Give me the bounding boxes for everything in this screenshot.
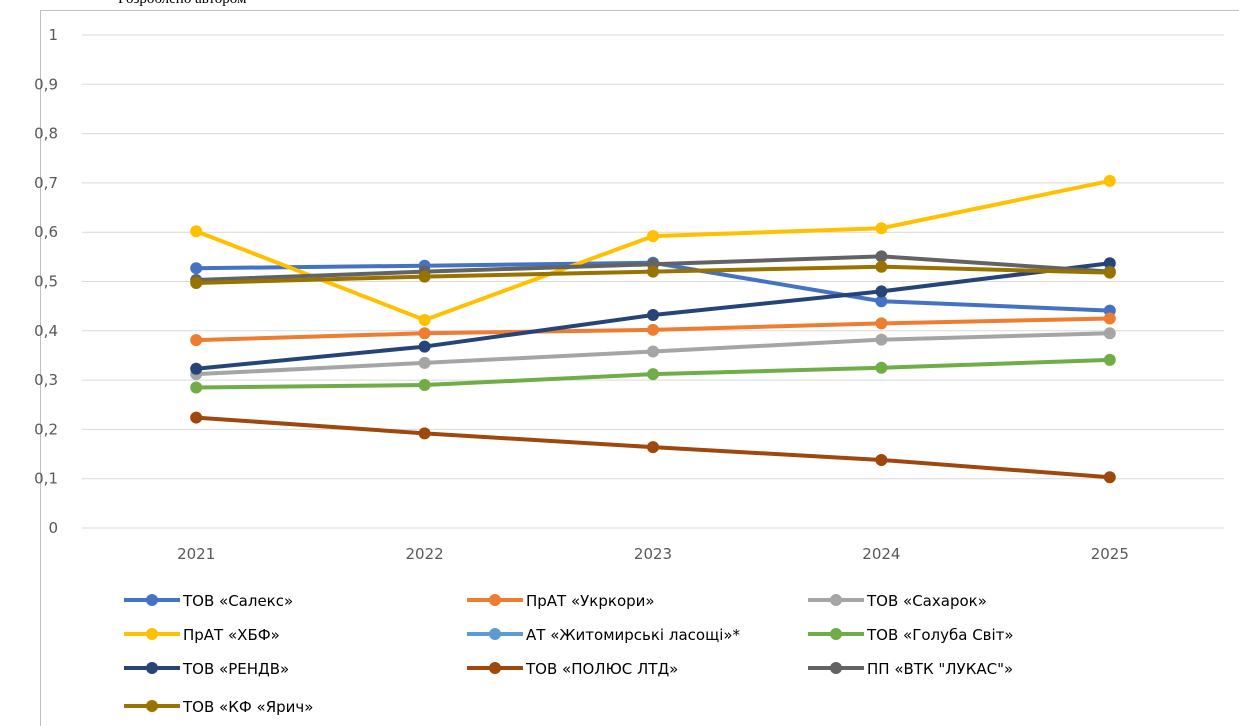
legend-swatch-marker [489, 628, 501, 640]
series-line [195, 178, 1111, 322]
legend-label: ТОВ «КФ «Ярич» [182, 698, 313, 716]
data-point [1103, 257, 1116, 270]
x-tick-label: 2025 [1091, 545, 1129, 563]
data-point [875, 260, 888, 273]
data-point [647, 265, 659, 278]
data-point [418, 313, 431, 326]
legend-label: ПП «ВТК "ЛУКАС"» [867, 660, 1013, 678]
legend-swatch-marker [830, 628, 842, 640]
y-tick-label: 0,8 [34, 125, 58, 143]
y-tick-label: 0,9 [34, 75, 58, 93]
data-point [418, 340, 431, 353]
source-caption: Розроблено автором [118, 0, 247, 8]
y-tick-label: 0,4 [34, 322, 58, 340]
legend-label: АТ «Житомирські ласощі»* [526, 626, 741, 644]
data-point [190, 381, 203, 394]
data-point [875, 295, 888, 308]
data-point [418, 427, 431, 440]
data-point [875, 453, 888, 466]
data-point [875, 361, 888, 374]
y-tick-label: 1 [48, 26, 58, 44]
data-point [647, 323, 659, 336]
data-point [875, 285, 888, 298]
data-point [418, 379, 431, 392]
data-point [190, 411, 203, 424]
legend-swatch-marker [489, 594, 501, 606]
data-point [1103, 353, 1116, 366]
legend-swatch-marker [146, 662, 158, 674]
legend-swatch-marker [489, 662, 501, 674]
legend-swatch-marker [146, 594, 158, 606]
x-tick-label: 2022 [406, 545, 444, 563]
legend-swatch-marker [146, 628, 158, 640]
chart-frame [40, 10, 1239, 726]
data-point [190, 334, 203, 347]
y-tick-label: 0,5 [34, 273, 58, 291]
data-point [418, 356, 431, 369]
data-point [1103, 312, 1116, 325]
data-point [190, 225, 203, 238]
data-point [647, 441, 659, 454]
y-tick-label: 0,1 [34, 470, 58, 488]
data-point [647, 309, 659, 322]
data-point [875, 222, 888, 235]
data-point [1103, 327, 1116, 340]
data-point [1103, 471, 1116, 484]
data-point [875, 333, 888, 346]
x-tick-label: 2021 [177, 545, 215, 563]
data-point [418, 270, 431, 283]
data-point [190, 362, 203, 375]
legend-label: ТОВ «РЕНДВ» [182, 660, 289, 678]
data-point [875, 317, 888, 330]
data-point [647, 368, 659, 381]
data-point [875, 250, 888, 263]
data-point [647, 345, 659, 358]
legend-swatch-marker [830, 662, 842, 674]
data-point [647, 230, 659, 243]
data-point [190, 276, 203, 289]
legend-label: ТОВ «ПОЛЮС ЛТД» [525, 660, 678, 678]
legend-label: ТОВ «Сахарок» [866, 592, 987, 610]
data-point [190, 262, 203, 275]
data-point [1103, 174, 1116, 187]
data-point [1103, 266, 1116, 279]
legend-swatch-marker [830, 594, 842, 606]
legend-label: ТОВ «Голуба Світ» [866, 626, 1014, 644]
y-tick-label: 0,2 [34, 420, 58, 438]
legend-label: ТОВ «Салекс» [182, 592, 293, 610]
x-tick-label: 2024 [862, 545, 900, 563]
data-point [418, 327, 431, 340]
y-tick-label: 0 [48, 519, 58, 537]
y-tick-label: 0,6 [34, 223, 58, 241]
x-tick-label: 2023 [634, 545, 672, 563]
legend-label: ПрАТ «ХБФ» [183, 626, 280, 644]
y-tick-label: 0,3 [34, 371, 58, 389]
legend-swatch-marker [146, 700, 158, 712]
y-tick-label: 0,7 [34, 174, 58, 192]
legend-label: ПрАТ «Укркори» [526, 592, 655, 610]
